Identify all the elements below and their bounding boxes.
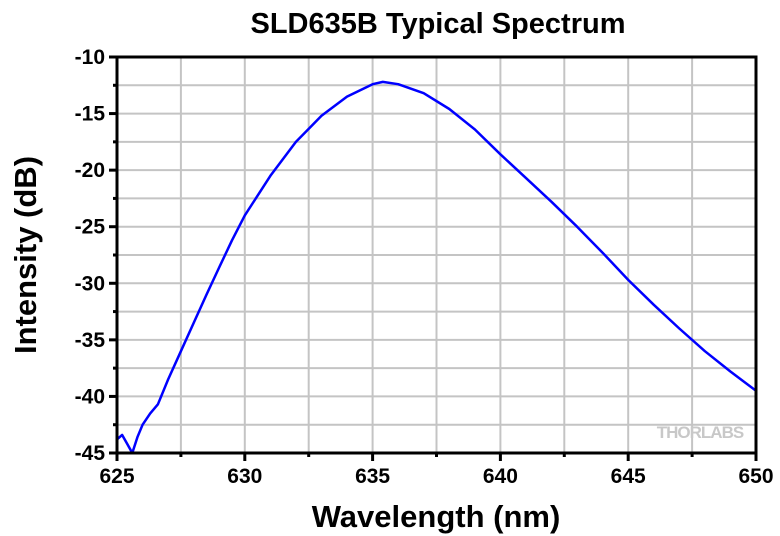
spectrum-line (116, 80, 757, 455)
y-tick-label: -35 (75, 329, 106, 352)
x-tick-label: 630 (227, 465, 262, 488)
x-tick-label: 640 (483, 465, 518, 488)
y-tick-label: -25 (75, 216, 106, 239)
y-tick-label: -10 (75, 46, 105, 69)
x-tick-label: 625 (99, 465, 134, 488)
y-tick-label: -20 (75, 159, 105, 182)
y-tick-label: -40 (75, 385, 105, 408)
x-axis-label: Wavelength (nm) (312, 499, 561, 534)
y-tick-label: -30 (75, 272, 105, 295)
x-tick-label: 650 (738, 465, 773, 488)
y-tick-label: -45 (75, 442, 106, 465)
y-axis-label: Intensity (dB) (8, 156, 43, 354)
x-tick-label: 635 (355, 465, 390, 488)
chart-title: SLD635B Typical Spectrum (251, 8, 626, 40)
y-tick-label: -15 (75, 103, 106, 126)
thorlabs-watermark: THORLABS (657, 423, 744, 442)
x-tick-label: 645 (611, 465, 646, 488)
